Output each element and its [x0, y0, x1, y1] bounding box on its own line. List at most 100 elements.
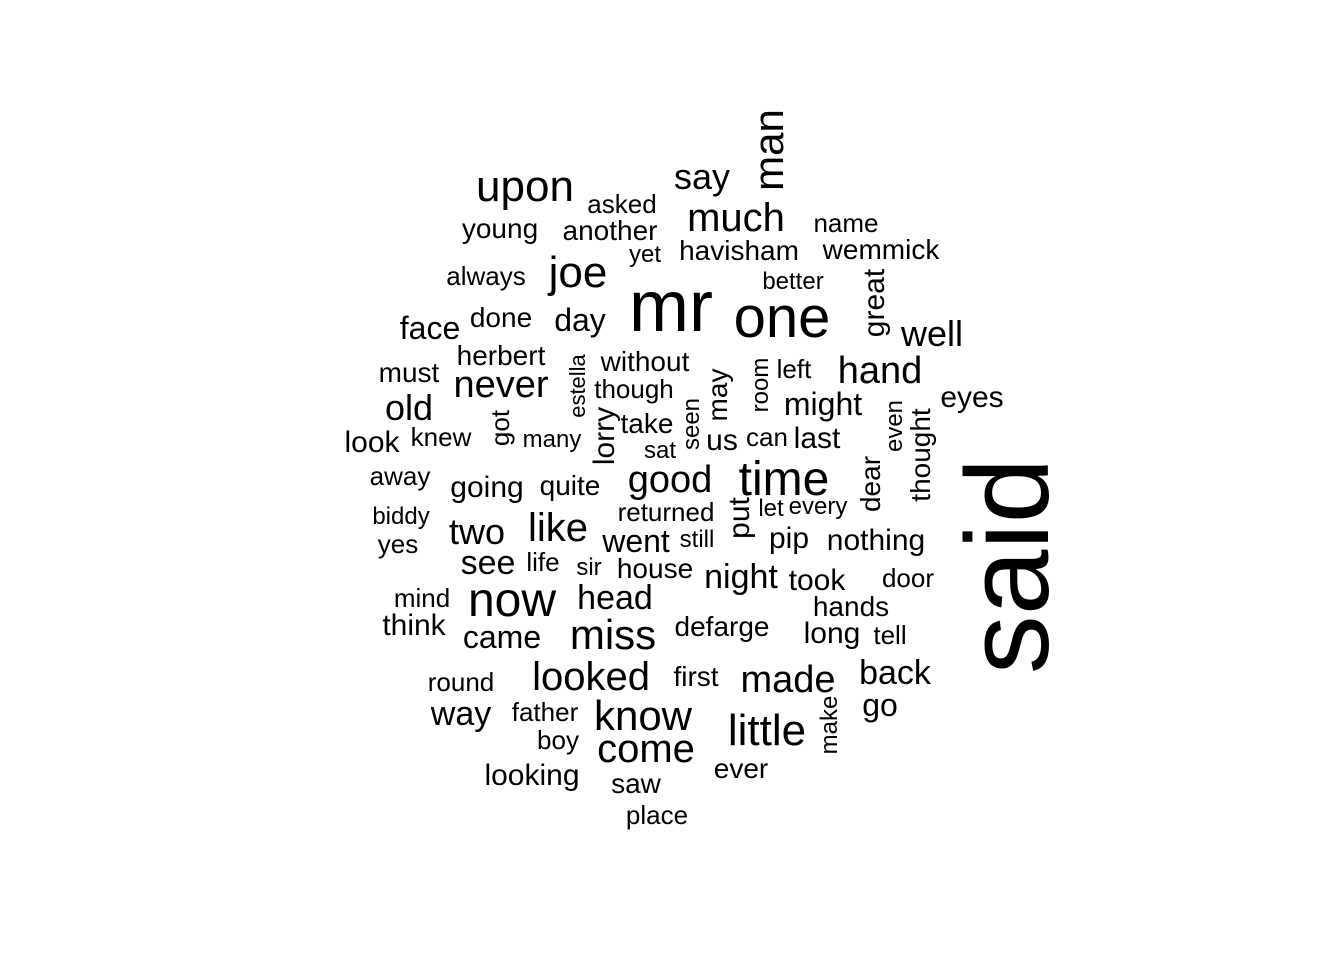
word-away: away [369, 461, 431, 491]
word-mind: mind [393, 583, 451, 613]
word-going: going [450, 471, 524, 504]
word-face: face [399, 310, 461, 346]
word-old: old [384, 387, 434, 428]
word-night: night [704, 558, 778, 596]
word-back: back [859, 654, 931, 692]
word-like: like [527, 506, 589, 550]
word-must: must [378, 357, 440, 388]
word-first: first [673, 661, 719, 692]
word-hands: hands [812, 591, 890, 622]
word-every: every [788, 493, 848, 520]
word-havisham: havisham [679, 235, 799, 266]
word-done: done [469, 302, 533, 333]
word-looking: looking [484, 759, 580, 792]
word-us: us [706, 424, 738, 457]
word-make: make [816, 695, 843, 755]
word-never: never [453, 364, 549, 406]
word-saw: saw [611, 768, 661, 799]
word-sat: sat [643, 437, 677, 464]
word-time: time [738, 453, 830, 506]
word-said: said [942, 457, 1074, 675]
word-quite: quite [539, 470, 601, 501]
word-think: think [382, 609, 446, 642]
word-returned: returned [617, 497, 715, 527]
word-still: still [679, 526, 715, 553]
word-wemmick: wemmick [822, 234, 940, 265]
word-always: always [446, 261, 526, 291]
word-pip: pip [768, 522, 810, 555]
word-may: may [702, 368, 733, 422]
word-see: see [460, 544, 516, 582]
word-look: look [344, 426, 400, 459]
word-put: put [723, 497, 756, 539]
word-asked: asked [587, 189, 657, 219]
word-estella: estella [565, 354, 590, 418]
word-seen: seen [678, 397, 705, 451]
word-man: man [745, 109, 792, 191]
word-took: took [788, 564, 846, 597]
word-boy: boy [537, 725, 579, 755]
word-thought: thought [905, 408, 936, 502]
word-dear: dear [855, 455, 886, 513]
word-place: place [625, 800, 689, 830]
word-better: better [762, 268, 824, 295]
word-another: another [562, 215, 658, 246]
word-left: left [776, 354, 812, 384]
word-miss: miss [569, 611, 657, 658]
word-head: head [577, 579, 653, 617]
word-upon: upon [476, 162, 574, 211]
word-young: young [461, 213, 539, 244]
word-lorry: lorry [588, 406, 621, 466]
word-yet: yet [628, 241, 662, 268]
word-now: now [467, 574, 557, 627]
word-herbert: herbert [456, 340, 546, 371]
word-last: last [793, 422, 841, 455]
word-eyes: eyes [940, 381, 1004, 414]
word-went: went [602, 523, 670, 559]
word-got: got [485, 409, 515, 447]
word-let: let [758, 495, 784, 522]
word-many: many [522, 426, 582, 453]
word-knew: knew [410, 422, 472, 452]
word-tell: tell [873, 620, 907, 650]
word-great: great [858, 268, 891, 338]
word-one: one [733, 285, 831, 350]
word-father: father [511, 697, 579, 727]
word-biddy: biddy [372, 503, 430, 530]
word-come: come [597, 727, 695, 771]
word-looked: looked [532, 655, 650, 699]
word-way: way [430, 695, 492, 733]
word-came: came [462, 619, 542, 655]
word-made: made [740, 659, 836, 701]
word-hand: hand [837, 350, 923, 392]
word-little: little [727, 706, 807, 755]
word-mr: mr [629, 267, 713, 347]
word-round: round [427, 667, 495, 697]
word-joe: joe [548, 248, 608, 297]
word-door: door [881, 563, 935, 593]
word-good: good [627, 459, 713, 501]
word-sir: sir [576, 554, 602, 581]
word-name: name [813, 208, 879, 238]
word-yes: yes [377, 529, 419, 559]
word-room: room [747, 357, 774, 413]
word-house: house [616, 553, 694, 584]
word-go: go [862, 687, 898, 723]
word-even: even [881, 399, 908, 453]
word-without: without [600, 346, 690, 377]
word-know: know [593, 692, 693, 739]
word-much: much [687, 196, 785, 240]
word-defarge: defarge [674, 611, 770, 642]
word-might: might [783, 386, 863, 422]
word-two: two [448, 511, 506, 552]
word-day: day [554, 302, 606, 338]
word-take: take [620, 408, 674, 439]
word-long: long [803, 617, 861, 650]
word-well: well [900, 313, 964, 354]
word-though: though [594, 374, 674, 404]
word-say: say [673, 156, 731, 197]
word-nothing: nothing [826, 524, 926, 557]
word-ever: ever [713, 753, 769, 784]
word-can: can [746, 422, 788, 452]
